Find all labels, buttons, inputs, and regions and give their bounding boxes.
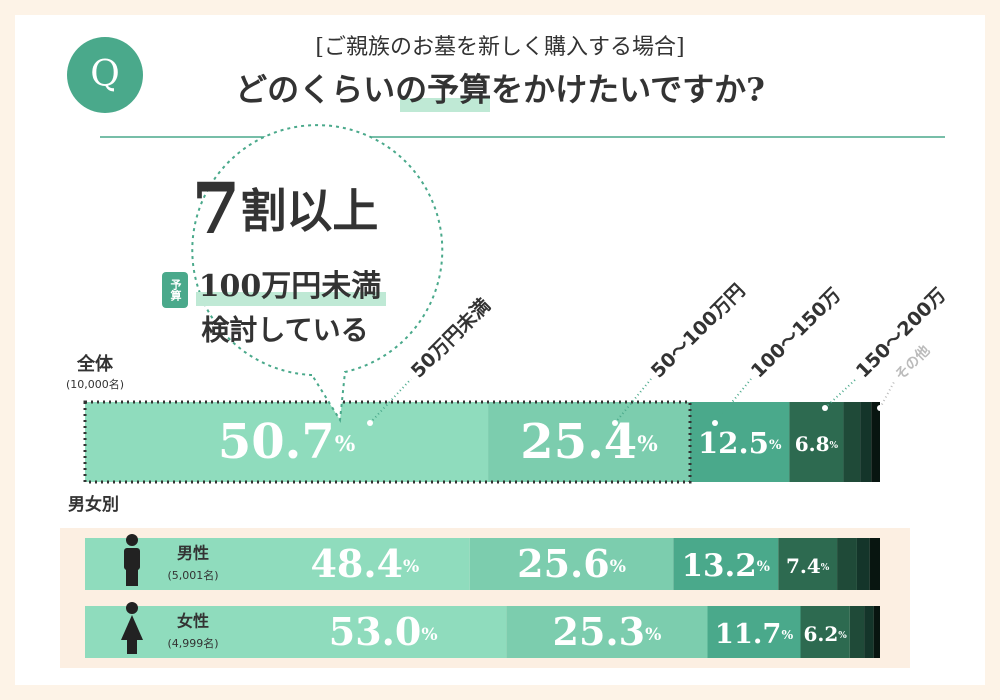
value-label: 13.2%: [682, 548, 770, 584]
leader-dot: [877, 405, 883, 411]
row-note: (4,999名): [167, 636, 218, 650]
leader-line: [879, 381, 895, 409]
bar-segment: [488, 402, 690, 482]
bar-segment: [843, 402, 861, 482]
bar-segment: [860, 402, 872, 482]
bar-segment: [849, 606, 865, 658]
value-label: 11.7%: [715, 618, 794, 650]
leader-dot: [822, 405, 828, 411]
bar-segment: [85, 606, 507, 658]
bar-segment: [673, 538, 779, 590]
leader-line: [714, 378, 752, 424]
bars: 男性 (5,001名) 女性 (4,999名) 50.7% 25.4% 12.5% 6.8% 4…: [85, 402, 880, 658]
bar-segment: [85, 402, 489, 482]
leader-dot: [367, 420, 373, 426]
row-note: (5,001名): [167, 568, 218, 582]
value-label: 48.4%: [310, 541, 419, 586]
value-label: 12.5%: [698, 426, 782, 460]
leader-dot: [612, 420, 618, 426]
callout-badge: 予算: [169, 279, 183, 302]
row-label: 全体: [76, 353, 114, 375]
leader-line: [614, 378, 652, 424]
callout-highlight: 100万円未満: [199, 269, 382, 304]
bar-segment: [789, 402, 844, 482]
title: どのくらいの予算をかけたいですか?: [235, 71, 765, 109]
title-highlight: [400, 98, 490, 112]
callout-headline: 7割以上: [192, 167, 379, 250]
bar-segment: [856, 538, 870, 590]
bar-segment: [869, 538, 880, 590]
leader-dot: [712, 420, 718, 426]
value-label: 53.0%: [329, 609, 438, 654]
row-label: 女性: [177, 612, 209, 631]
badge-bg: [162, 272, 188, 308]
value-label: 50.7%: [218, 414, 355, 470]
bar-segment: [778, 538, 838, 590]
callout-text: 検討している: [201, 314, 368, 347]
bar-segment: [506, 606, 708, 658]
value-label: 25.4%: [520, 414, 657, 470]
row-label: 男性: [177, 544, 209, 563]
bar-segment: [689, 402, 790, 482]
bar-segment: [873, 606, 880, 658]
subtitle: [ご親族のお墓を新しく購入する場合]: [315, 35, 684, 60]
bar-segment: [85, 538, 470, 590]
female-icon: [121, 602, 143, 654]
row-note: (10,000名): [66, 377, 124, 391]
value-label: 25.6%: [517, 541, 626, 586]
callout-bubble: [191, 124, 444, 424]
bar-segment: [707, 606, 801, 658]
value-label: 6.2%: [803, 622, 847, 646]
bar-segment: [800, 606, 850, 658]
bar-segment: [871, 402, 880, 482]
callout-highlight-bg: [196, 292, 386, 306]
group-label: 男女別: [68, 494, 119, 515]
bar-segment: [469, 538, 674, 590]
bar-segment: [864, 606, 874, 658]
value-label: 25.3%: [553, 609, 662, 654]
value-label: 6.8%: [795, 432, 839, 456]
bar-segment: [837, 538, 857, 590]
value-label: 7.4%: [786, 554, 830, 578]
q-badge: [67, 37, 143, 113]
male-icon: [124, 534, 140, 586]
q-letter: Q: [90, 54, 120, 95]
